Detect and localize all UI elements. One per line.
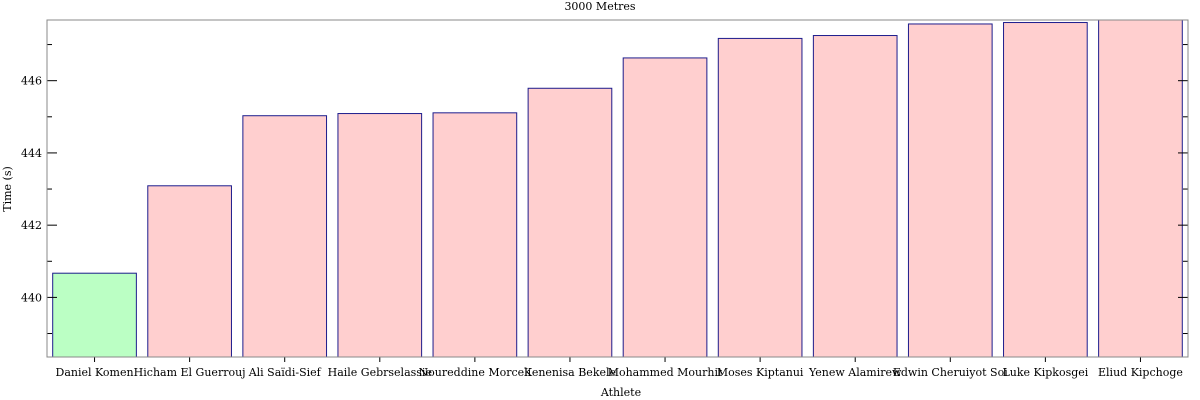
bar-11 bbox=[1098, 19, 1183, 358]
x-tick-label: Kenenisa Bekele bbox=[524, 366, 616, 379]
bar-4 bbox=[432, 112, 518, 358]
bar-10 bbox=[1003, 22, 1088, 358]
x-tick-label: Yenew Alamirew bbox=[808, 366, 902, 379]
bar-1 bbox=[147, 185, 232, 358]
x-tick-label: Edwin Cheruiyot Soi bbox=[893, 366, 1008, 379]
x-tick-label: Luke Kipkosgei bbox=[1002, 366, 1088, 379]
y-axis-label: Time (s) bbox=[1, 166, 14, 212]
x-tick-label: Moses Kiptanui bbox=[717, 366, 804, 379]
x-axis-label: Athlete bbox=[600, 386, 641, 399]
bar-5 bbox=[527, 87, 613, 358]
bar-8 bbox=[812, 35, 898, 358]
bars-group bbox=[52, 19, 1183, 358]
chart-title: 3000 Metres bbox=[564, 0, 635, 13]
y-tick-label: 440 bbox=[21, 291, 42, 304]
x-tick-label: Ali Saïdi-Sief bbox=[248, 366, 322, 379]
y-ticks-group: 440 442 444 446 bbox=[21, 44, 1188, 335]
x-tick-label: Mohammed Mourhit bbox=[608, 366, 723, 379]
bar-0 bbox=[52, 272, 137, 358]
x-tick-label: Noureddine Morceli bbox=[419, 366, 532, 379]
bar-9 bbox=[907, 23, 993, 358]
bar-2 bbox=[242, 115, 328, 358]
bar-3 bbox=[337, 113, 423, 358]
bar-6 bbox=[622, 57, 708, 358]
y-tick-label: 444 bbox=[21, 147, 42, 160]
y-tick-label: 446 bbox=[21, 75, 42, 88]
y-tick-label: 442 bbox=[21, 219, 42, 232]
x-ticks-group: Daniel Komen Hicham El Guerrouj Ali Saïdi-… bbox=[56, 357, 1183, 379]
x-tick-label: Daniel Komen bbox=[56, 366, 134, 379]
x-tick-label: Eliud Kipchoge bbox=[1098, 366, 1183, 379]
x-tick-label: Hicham El Guerrouj bbox=[134, 366, 246, 379]
x-tick-label: Haile Gebrselassie bbox=[328, 366, 432, 379]
plot-frame bbox=[46, 19, 1189, 358]
bar-7 bbox=[717, 37, 803, 358]
